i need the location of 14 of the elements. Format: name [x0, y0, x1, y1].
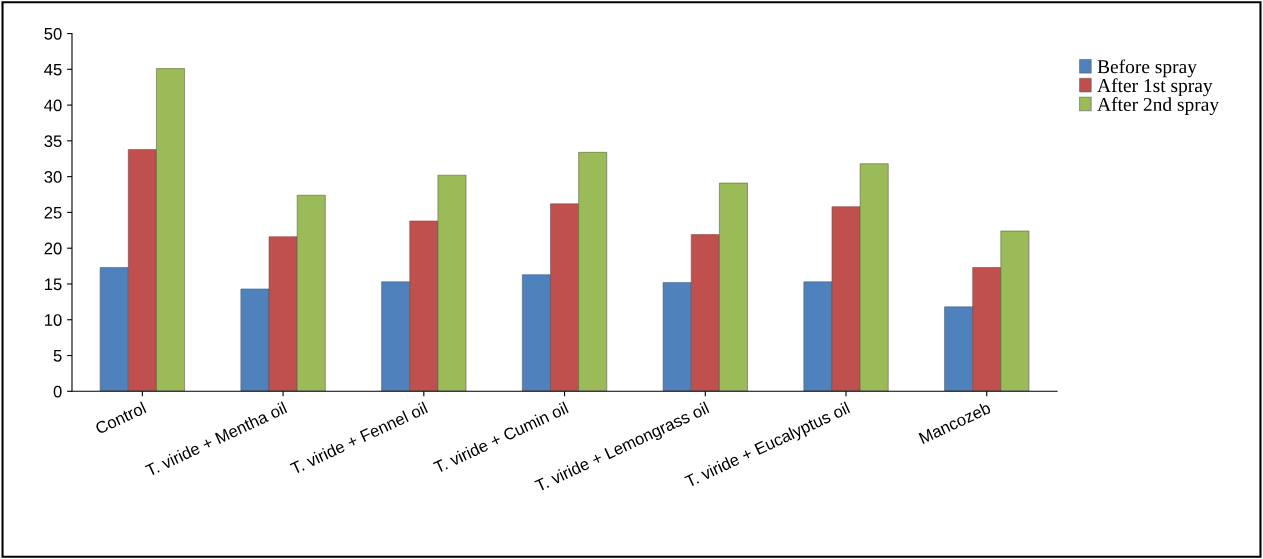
- y-tick-label: 25: [44, 206, 62, 219]
- y-tick-label: 5: [53, 350, 62, 362]
- y-tick-label: 0: [53, 385, 62, 398]
- y-tick-label: 35: [44, 135, 62, 148]
- legend-label: After 1st spray: [1097, 78, 1213, 97]
- y-tick-label: 30: [44, 171, 62, 183]
- y-tick-label: 15: [45, 278, 62, 291]
- y-tick-label: 45: [44, 63, 62, 76]
- y-tick-label: 40: [44, 99, 62, 112]
- legend-label: After 2nd spray: [1097, 97, 1220, 115]
- y-tick-label: 50: [44, 27, 62, 40]
- y-tick-label: 20: [44, 242, 62, 255]
- legend-label: Before spray: [1097, 59, 1197, 78]
- y-tick-label: 10: [45, 314, 62, 326]
